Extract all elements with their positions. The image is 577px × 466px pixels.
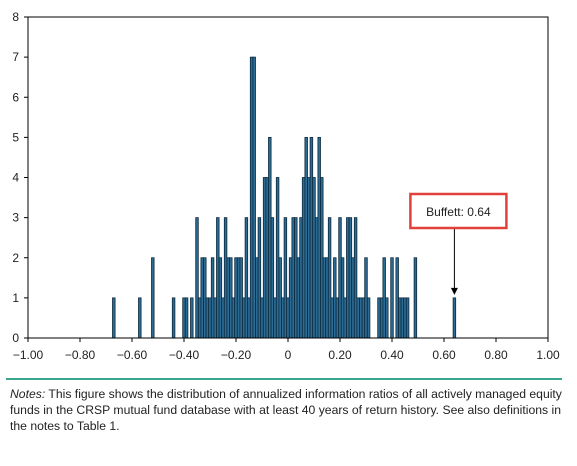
notes-text: This figure shows the distribution of an… xyxy=(10,387,562,433)
histogram-chart: −1.00 −0.80 −0.60 −0.40 −0.20 0 0.20 0.40 0.60 0.… xyxy=(12,10,560,362)
histogram-bar xyxy=(390,257,394,339)
y-tick-label: 4 xyxy=(12,171,19,185)
y-tick-label: 2 xyxy=(12,251,19,265)
x-tick-label: 0 xyxy=(285,348,292,362)
notes-divider xyxy=(6,378,562,380)
notes-label: Notes: xyxy=(10,387,46,401)
y-tick-label: 1 xyxy=(12,291,19,305)
notes-paragraph: Notes: This figure shows the distributio… xyxy=(10,386,565,434)
buffett-callout: Buffett: 0.64 xyxy=(409,192,508,295)
y-tick-label: 5 xyxy=(12,130,19,144)
x-tick-label: −0.80 xyxy=(65,348,96,362)
callout-arrowhead xyxy=(450,287,458,295)
x-tick-label: −0.60 xyxy=(117,348,148,362)
x-tick-label: 1.00 xyxy=(536,348,560,362)
y-tick-label: 0 xyxy=(12,331,19,345)
histogram-bar xyxy=(151,257,155,339)
histogram-bar xyxy=(184,297,189,339)
x-tick-label: −1.00 xyxy=(13,348,44,362)
x-tick-label: 0.80 xyxy=(484,348,508,362)
x-tick-label: −0.20 xyxy=(221,348,252,362)
y-tick-label: 7 xyxy=(12,50,19,64)
histogram-bar xyxy=(112,297,116,339)
y-tick-label: 8 xyxy=(12,10,19,24)
histogram-bar xyxy=(452,297,457,339)
histogram-bar xyxy=(138,297,142,339)
histogram-bar xyxy=(385,297,389,339)
x-tick-label: 0.60 xyxy=(432,348,456,362)
plot-frame xyxy=(27,16,549,339)
histogram-bar xyxy=(190,297,194,339)
axes-group xyxy=(27,16,549,339)
x-tick-label: −0.40 xyxy=(169,348,200,362)
histogram-bar xyxy=(171,297,176,339)
histogram-bar xyxy=(366,297,371,339)
callout-box xyxy=(409,192,508,230)
y-tick-label: 3 xyxy=(12,211,19,225)
histogram-bar xyxy=(413,257,418,339)
bars-group xyxy=(112,56,457,339)
ticks-group: −1.00 −0.80 −0.60 −0.40 −0.20 0 0.20 0.40 0.60 0.… xyxy=(12,10,560,362)
y-tick-label: 6 xyxy=(12,90,19,104)
x-tick-label: 0.40 xyxy=(380,348,404,362)
histogram-bar xyxy=(405,297,410,339)
callout-label: Buffett: 0.64 xyxy=(426,205,491,219)
x-tick-label: 0.20 xyxy=(328,348,352,362)
